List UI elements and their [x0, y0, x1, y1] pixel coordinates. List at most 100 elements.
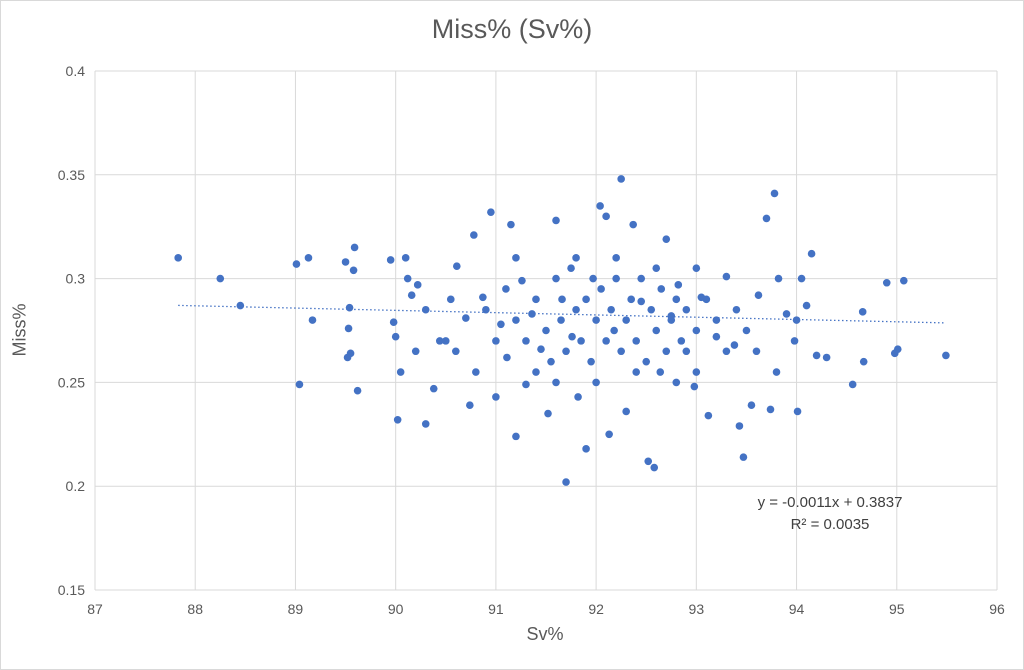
data-point: [532, 368, 540, 376]
data-point: [542, 326, 550, 335]
data-point: [859, 357, 868, 366]
x-tick-label: 90: [388, 601, 404, 617]
data-point: [393, 415, 402, 424]
data-point: [552, 378, 560, 387]
data-point: [790, 337, 799, 345]
data-point: [682, 305, 691, 314]
data-point: [667, 316, 676, 324]
data-point: [893, 345, 902, 353]
data-point: [637, 297, 646, 306]
data-point: [512, 316, 520, 324]
data-point: [503, 353, 511, 362]
y-axis-label: Miss%: [9, 303, 30, 357]
data-point: [642, 357, 651, 366]
data-point: [552, 274, 560, 283]
data-point: [353, 386, 362, 395]
data-point: [802, 301, 811, 310]
y-tick-label: 0.25: [58, 374, 85, 390]
data-point: [492, 393, 500, 401]
data-point: [537, 345, 545, 353]
data-point: [466, 401, 474, 410]
data-point: [942, 351, 950, 360]
data-point: [704, 411, 713, 420]
data-point: [292, 260, 301, 268]
x-tick-label: 96: [989, 601, 1005, 617]
data-point: [482, 305, 490, 314]
data-point: [396, 368, 405, 376]
data-point: [558, 295, 566, 304]
data-point: [656, 368, 665, 376]
data-point: [882, 278, 891, 287]
y-tick-label: 0.15: [58, 582, 85, 598]
data-point: [822, 353, 831, 362]
data-point: [682, 347, 691, 356]
data-point: [677, 337, 686, 345]
data-point: [507, 220, 515, 229]
data-point: [770, 189, 779, 198]
y-tick-label: 0.2: [66, 478, 86, 494]
data-point: [411, 347, 420, 356]
data-point: [453, 262, 461, 270]
data-point: [345, 303, 354, 312]
data-point: [557, 316, 565, 324]
data-point: [577, 337, 585, 345]
data-point: [236, 301, 245, 310]
data-point: [622, 407, 630, 416]
data-point: [637, 274, 646, 283]
data-point: [346, 349, 355, 358]
data-point: [747, 401, 756, 410]
y-tick-labels: 0.15 0.2 0.25 0.3 0.35 0.4: [58, 63, 85, 598]
data-point: [413, 281, 422, 289]
data-point: [607, 305, 615, 314]
data-point: [692, 368, 701, 376]
data-point: [610, 326, 618, 335]
data-point: [782, 310, 791, 318]
data-point: [479, 293, 487, 302]
data-point: [612, 254, 620, 262]
chart-title: Miss% (Sv%): [431, 14, 593, 44]
data-point: [617, 347, 625, 356]
data-point: [528, 310, 536, 318]
data-point: [754, 291, 763, 300]
data-point: [470, 231, 478, 239]
x-tick-label: 95: [889, 601, 905, 617]
data-point: [407, 291, 416, 300]
data-point: [632, 368, 640, 376]
data-point: [629, 220, 637, 229]
data-point: [304, 254, 313, 262]
data-point: [562, 478, 570, 486]
data-point: [497, 320, 505, 329]
data-point: [592, 378, 600, 387]
data-point: [429, 384, 438, 393]
data-point: [472, 368, 480, 376]
x-tick-label: 89: [288, 601, 304, 617]
data-point: [730, 341, 739, 349]
x-tick-label: 91: [488, 601, 504, 617]
data-point: [568, 332, 576, 341]
x-tick-labels: 87 88 89 90 91 92 93 94 95 96: [87, 601, 1005, 617]
data-point: [722, 347, 731, 356]
data-point: [589, 274, 597, 283]
data-point: [421, 420, 430, 428]
data-point: [518, 276, 526, 285]
data-point: [391, 332, 400, 341]
data-points: [174, 175, 950, 486]
data-point: [848, 380, 857, 389]
x-tick-label: 93: [689, 601, 705, 617]
y-tick-label: 0.35: [58, 167, 85, 183]
data-point: [582, 445, 590, 453]
data-point: [812, 351, 821, 360]
data-point: [401, 254, 410, 262]
data-point: [735, 422, 744, 430]
data-point: [742, 326, 751, 335]
data-point: [602, 212, 610, 221]
x-tick-label: 88: [187, 601, 203, 617]
data-point: [662, 347, 671, 356]
data-point: [487, 208, 495, 216]
data-point: [522, 380, 530, 389]
data-point: [690, 382, 699, 391]
data-point: [602, 337, 610, 345]
data-point: [582, 295, 590, 304]
data-point: [389, 318, 398, 326]
